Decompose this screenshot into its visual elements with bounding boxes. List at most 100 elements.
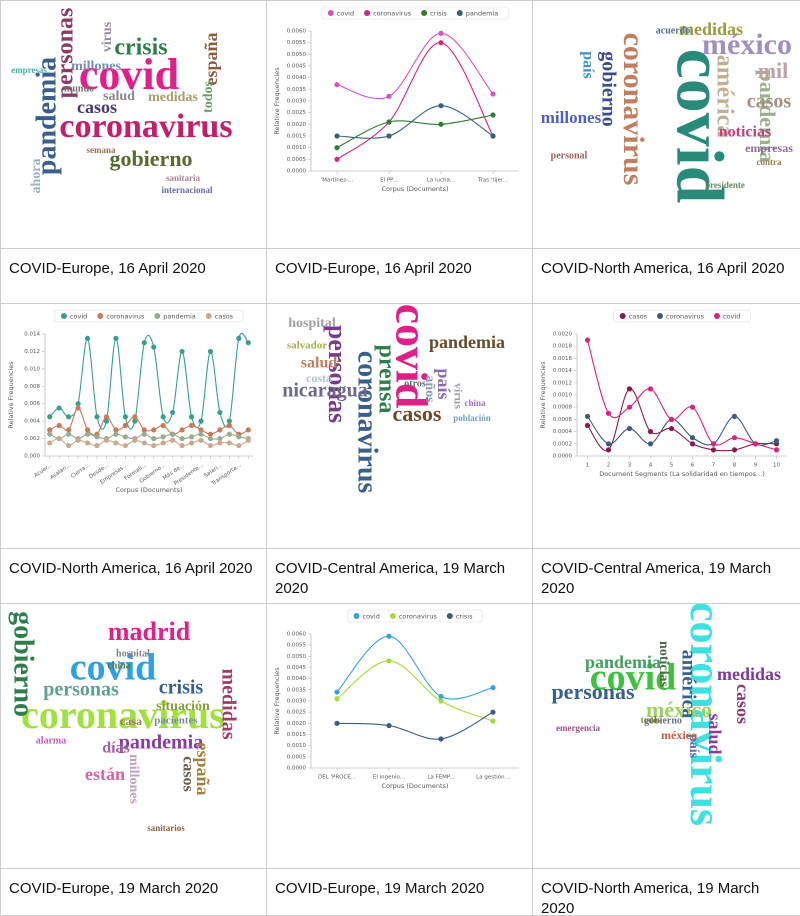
chart: 0.000 0.002 0.004 0.006 0.008 0.010 0.012 0.014…: [7, 309, 253, 494]
word: casos: [179, 756, 196, 792]
word: coronavirus: [21, 692, 225, 737]
legend: casos coronavirus covid: [613, 309, 751, 323]
series-line: [49, 332, 249, 430]
data-point: [122, 442, 128, 449]
y-tick-label: 0.0020: [287, 721, 307, 727]
word: mundo: [64, 83, 94, 94]
word: casos: [733, 684, 753, 724]
x-tick-label: 9: [754, 463, 758, 469]
data-point: [605, 441, 612, 447]
y-tick-label: 0.0010: [553, 393, 573, 399]
data-point: [160, 440, 166, 446]
data-point: [584, 422, 591, 429]
data-point: [626, 386, 633, 392]
series-line: [336, 635, 494, 700]
wordcloud-cell: covid coronavirus personas prensa pandemia ca…: [267, 304, 533, 549]
word: personas: [551, 679, 635, 704]
word: medidas: [217, 668, 239, 739]
data-point: [490, 91, 496, 97]
series-line: [336, 114, 494, 149]
caption: COVID-North America, 19 March 2020: [533, 869, 800, 916]
data-point: [103, 414, 110, 420]
caption: COVID-Europe, 19 March 2020: [267, 869, 533, 916]
data-point: [151, 344, 157, 350]
word: medidas: [148, 90, 198, 105]
data-point: [386, 119, 392, 125]
y-tick-label: 0.0012: [553, 380, 572, 386]
y-tick-label: 0.014: [24, 332, 40, 338]
word: china: [464, 398, 486, 408]
y-tick-label: 0.0006: [553, 417, 573, 423]
word: casos: [77, 97, 117, 117]
y-tick-label: 0.002: [24, 436, 40, 442]
word: pandemia: [31, 57, 62, 175]
caption: COVID-Central America, 19 March 2020: [267, 549, 533, 604]
legend-label: casos: [215, 313, 234, 321]
data-point: [141, 431, 147, 437]
legend-swatch: [456, 10, 463, 16]
legend-label: coronavirus: [106, 313, 145, 321]
word: covid: [386, 304, 437, 409]
legend-swatch: [389, 613, 396, 619]
chart-cell: 0.000 0.002 0.004 0.006 0.008 0.010 0.012 0.014…: [1, 304, 267, 549]
legend-label: coronavirus: [399, 613, 438, 621]
data-point: [103, 437, 110, 443]
data-point: [113, 427, 119, 433]
word: medidas: [717, 664, 781, 684]
y-tick-label: 0.0018: [553, 344, 573, 350]
word: españa: [193, 742, 213, 795]
word: virus: [100, 21, 115, 52]
word: gobierno: [109, 146, 192, 171]
word: internacional: [162, 185, 213, 195]
y-tick-label: 0.0020: [287, 122, 307, 128]
y-tick-label: 0.0050: [287, 52, 307, 58]
data-point: [198, 427, 204, 433]
word: madrid: [108, 617, 191, 646]
legend-swatch: [60, 313, 67, 319]
wordcloud-cell: coronavirus covid gobierno madrid personas cr…: [1, 604, 267, 869]
chart: 0.0000 0.0002 0.0004 0.0006 0.0008 0.0010 0.00…: [539, 309, 787, 478]
data-point: [170, 437, 176, 443]
x-tick-label: Tras 'tijer...: [477, 178, 508, 184]
series-line: [587, 415, 777, 446]
wordcloud: covid coronavirus méxico pandemia américa gob…: [541, 19, 793, 203]
x-tick-label: 10: [773, 463, 780, 469]
word: todos: [201, 81, 216, 113]
data-point: [438, 103, 444, 109]
word: ahora: [29, 159, 44, 194]
data-point: [56, 422, 62, 429]
word: hospital: [116, 648, 150, 659]
legend-box: [613, 309, 751, 323]
data-point: [84, 431, 91, 437]
data-point: [160, 414, 166, 420]
data-point: [84, 440, 91, 446]
y-tick-label: 0.0005: [287, 754, 307, 760]
word: méxico: [702, 28, 792, 61]
caption: COVID-Europe, 16 April 2020: [267, 249, 533, 304]
x-tick-label: 6: [691, 463, 695, 469]
y-tick-label: 0.006: [24, 401, 40, 407]
data-point: [160, 422, 166, 429]
data-point: [56, 405, 62, 411]
data-point: [75, 401, 81, 407]
data-point: [113, 440, 119, 446]
legend-label: pandemia: [466, 10, 498, 18]
legend-label: covid: [337, 10, 354, 18]
data-point: [226, 431, 232, 437]
word: alarma: [36, 735, 67, 746]
word: salud: [301, 355, 338, 372]
y-tick-label: 0.0025: [287, 110, 307, 116]
y-tick-label: 0.0014: [553, 368, 573, 374]
word: covid: [70, 647, 157, 689]
data-point: [626, 404, 633, 410]
x-tick-label: Asalari...: [49, 462, 72, 481]
word: hospital: [288, 316, 336, 331]
series-line: [336, 42, 494, 160]
word: china: [107, 660, 130, 671]
legend-label: covid: [363, 613, 380, 621]
data-point: [217, 409, 223, 416]
y-tick-label: 0.0002: [553, 441, 572, 447]
y-tick-label: 0.0060: [287, 29, 307, 35]
wordcloud-cell: coronavirus covid méxico personas pandemia ca…: [533, 604, 800, 869]
word: pandemia: [585, 652, 661, 672]
